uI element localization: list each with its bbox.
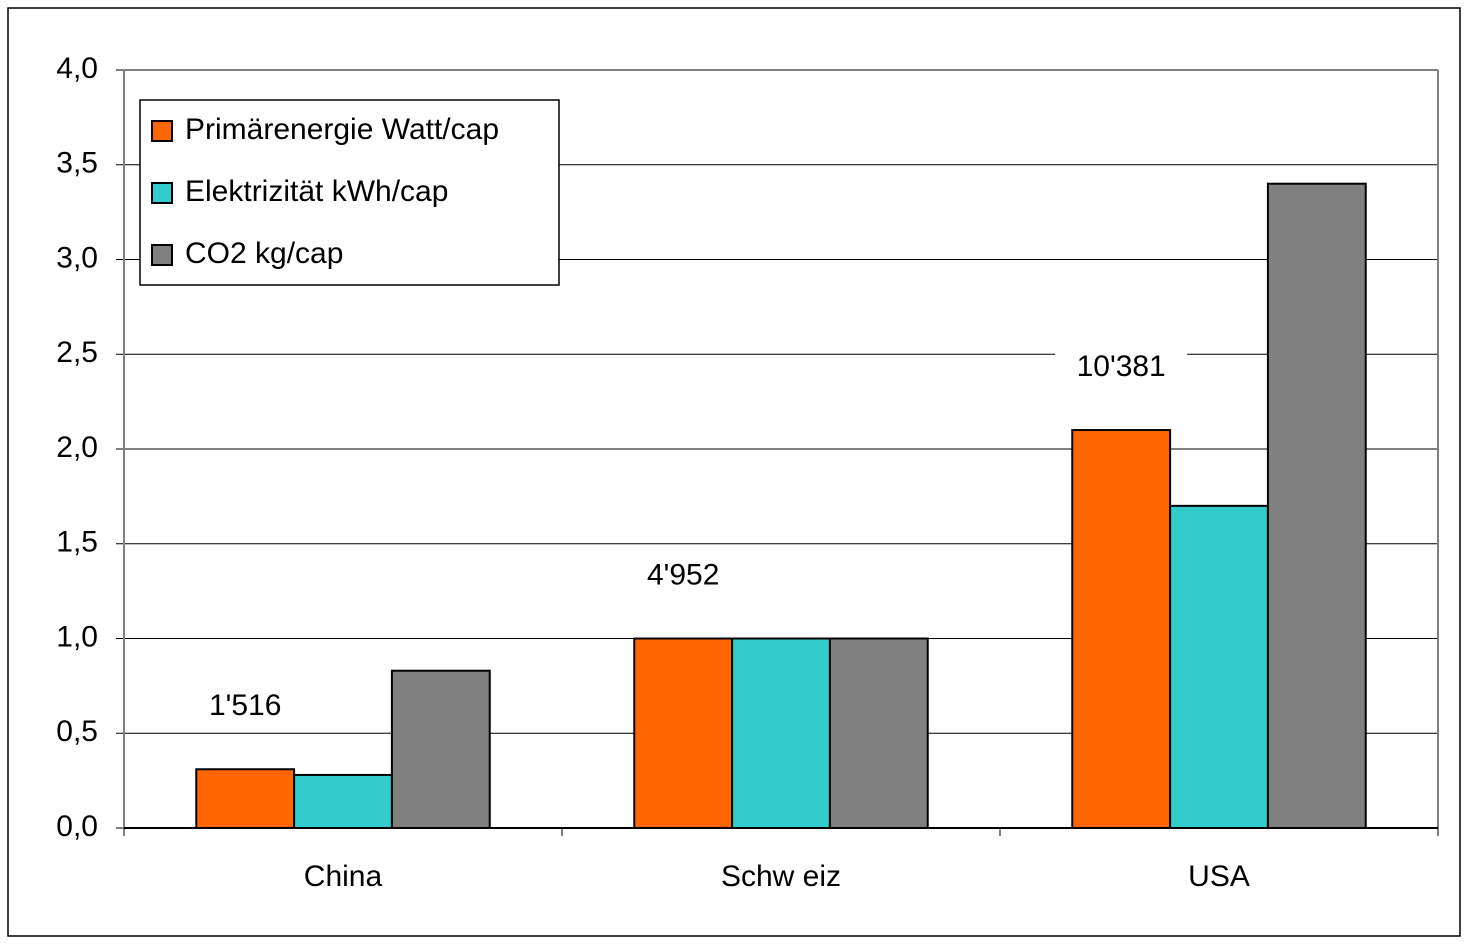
legend-box xyxy=(139,99,560,286)
y-tick-label: 1,5 xyxy=(56,526,98,559)
y-tick-label: 2,5 xyxy=(56,336,98,369)
annotation-bg xyxy=(179,685,312,730)
annotation: 4'952 xyxy=(647,558,719,591)
legend-swatch xyxy=(151,182,173,204)
y-tick-label: 0,5 xyxy=(56,715,98,748)
bar xyxy=(828,637,929,829)
bar xyxy=(1071,429,1172,829)
bar xyxy=(633,637,734,829)
y-tick-label: 1,0 xyxy=(56,620,98,653)
y-tick-label: 3,5 xyxy=(56,147,98,180)
bar xyxy=(1169,504,1269,829)
bar xyxy=(1266,182,1367,829)
bar xyxy=(195,768,296,830)
x-tick-label: USA xyxy=(1188,860,1250,893)
x-tick-label: Schw eiz xyxy=(721,860,841,893)
annotation: 10'381 xyxy=(1077,350,1166,383)
y-tick-label: 3,0 xyxy=(56,241,98,274)
legend-label: CO2 kg/cap xyxy=(185,237,343,270)
y-tick-label: 0,0 xyxy=(56,810,98,843)
bar xyxy=(293,773,393,830)
legend-label: Elektrizität kWh/cap xyxy=(185,175,448,208)
annotation: 1'516 xyxy=(209,689,281,722)
annotation-bg xyxy=(1055,346,1188,391)
annotation-bg xyxy=(617,554,750,599)
legend-label: Primärenergie Watt/cap xyxy=(185,113,499,146)
legend-swatch xyxy=(151,120,173,142)
bar xyxy=(731,637,831,829)
y-tick-label: 4,0 xyxy=(56,52,98,85)
bar xyxy=(390,669,491,830)
y-tick-label: 2,0 xyxy=(56,431,98,464)
legend-swatch xyxy=(151,244,173,266)
x-tick-label: China xyxy=(304,860,383,893)
